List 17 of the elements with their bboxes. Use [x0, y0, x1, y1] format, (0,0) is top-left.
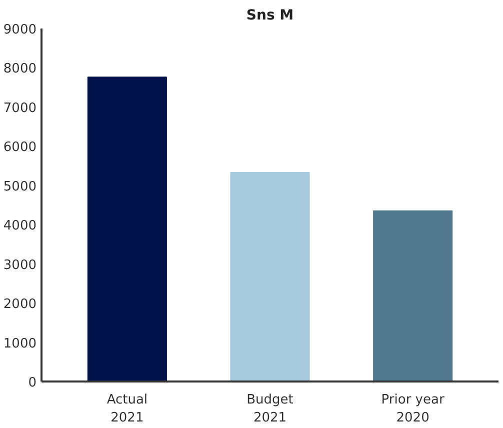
y-tick-label: 9000	[3, 22, 37, 38]
y-tick-label: 0	[28, 376, 37, 390]
y-tick-label: 7000	[3, 100, 37, 116]
x-tick-label: Actual 2021	[106, 392, 148, 426]
bar	[87, 76, 167, 382]
bar	[373, 210, 453, 382]
bar	[230, 172, 310, 382]
y-tick-label: 6000	[3, 140, 37, 156]
y-tick-label: 5000	[3, 179, 37, 194]
x-tick-label: Budget 2021	[246, 392, 294, 426]
y-tick-label: 8000	[3, 62, 37, 77]
x-tick-label: Prior year 2020	[381, 392, 445, 426]
y-tick-label: 4000	[3, 218, 37, 234]
y-tick-label: 2000	[3, 297, 37, 312]
chart-title: Sns M	[246, 8, 294, 24]
y-tick-label: 3000	[3, 258, 37, 273]
y-tick-label: 1000	[3, 336, 37, 352]
